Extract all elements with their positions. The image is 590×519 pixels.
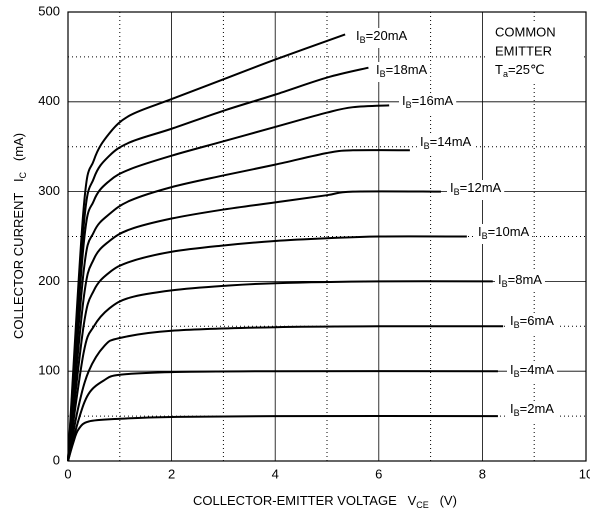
x-tick-label: 8: [479, 466, 486, 481]
curve: [67, 104, 390, 462]
series-label: IB=16mA: [402, 93, 454, 110]
y-tick-label: 100: [38, 363, 60, 378]
label-bg: [475, 224, 533, 244]
label-bg: [495, 272, 545, 292]
label-bg: [447, 180, 505, 200]
y-axis-label: COLLECTOR CURRENT IC (mA): [11, 133, 28, 339]
x-tick-label: 4: [272, 466, 279, 481]
x-tick-label: 2: [168, 466, 175, 481]
curve: [67, 66, 369, 462]
curve: [67, 149, 410, 462]
label-bg: [353, 28, 411, 48]
label-bg: [417, 134, 475, 154]
curve: [67, 325, 504, 462]
label-bg: [507, 401, 557, 421]
curve: [67, 280, 493, 462]
series-label: IB=12mA: [450, 180, 502, 197]
series-label: IB=20mA: [356, 28, 408, 45]
curve: [67, 33, 346, 462]
x-tick-label: 0: [64, 466, 71, 481]
y-tick-label: 500: [38, 3, 60, 18]
series-label: IB=4mA: [510, 362, 554, 379]
plot-frame: [67, 11, 587, 462]
y-tick-label: 0: [53, 452, 60, 467]
series-label: IB=18mA: [376, 62, 428, 79]
label-bg: [507, 362, 557, 382]
x-tick-label: 6: [375, 466, 382, 481]
curve: [67, 415, 498, 462]
annotation: Ta=25℃: [495, 62, 545, 79]
label-bg: [373, 62, 431, 82]
x-axis-label: COLLECTOR-EMITTER VOLTAGE VCE (V): [193, 493, 457, 510]
label-bg: [399, 93, 457, 113]
series-label: IB=14mA: [420, 134, 472, 151]
curve: [67, 370, 498, 462]
series-label: IB=8mA: [498, 272, 542, 289]
series-label: IB=10mA: [478, 224, 530, 241]
curve: [67, 235, 467, 462]
label-bg: [507, 313, 557, 333]
series-label: IB=6mA: [510, 313, 554, 330]
series-label: IB=2mA: [510, 401, 554, 418]
curve: [67, 190, 441, 462]
annotation: COMMON: [495, 24, 556, 39]
y-tick-label: 200: [38, 273, 60, 288]
y-tick-label: 300: [38, 183, 60, 198]
annotation: EMITTER: [495, 43, 552, 58]
annotation-bg: [488, 22, 582, 84]
y-tick-label: 400: [38, 93, 60, 108]
x-tick-label: 10: [579, 466, 590, 481]
